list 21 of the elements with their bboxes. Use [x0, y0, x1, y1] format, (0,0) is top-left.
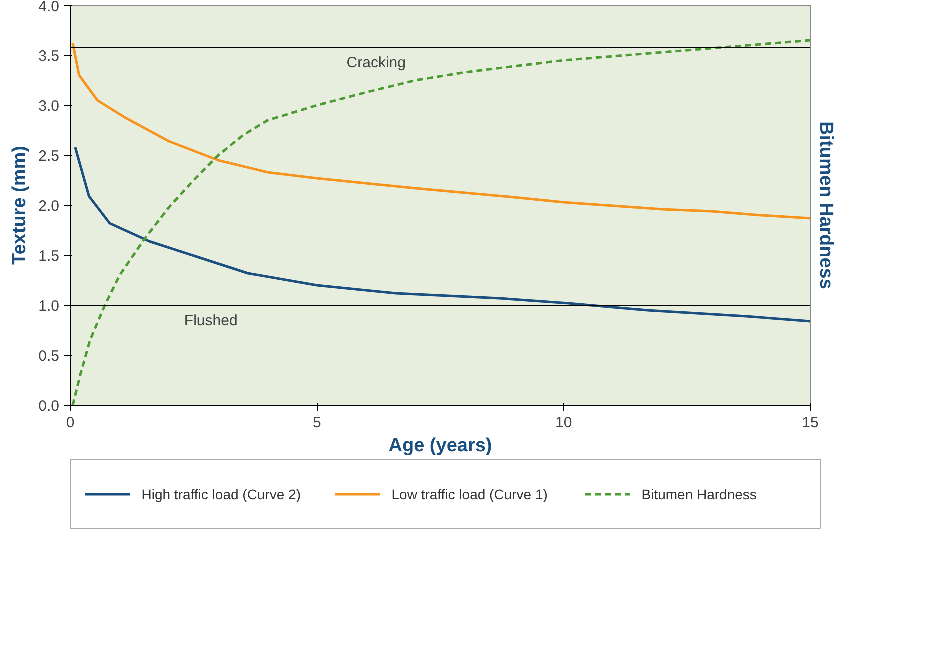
ref-line-label: Cracking	[346, 54, 406, 72]
y-tick-label: 1.0	[38, 298, 60, 315]
y-tick-label: 3.0	[38, 98, 60, 115]
x-axis-title: Age (years)	[388, 436, 492, 456]
y-tick-label: 3.5	[38, 48, 60, 65]
legend-label: Bitumen Hardness	[642, 486, 757, 502]
x-tick-label: 5	[312, 414, 322, 432]
x-tick-label: 15	[802, 414, 819, 432]
y-tick-label: 2.5	[38, 148, 60, 165]
y-axis-title: Texture (mm)	[10, 146, 31, 265]
legend-label: High traffic load (Curve 2)	[142, 486, 301, 502]
y-tick-label: 1.5	[38, 248, 60, 265]
y-tick-label: 0.0	[38, 398, 60, 415]
x-tick-label: 10	[555, 414, 572, 432]
y-tick-label: 0.5	[38, 348, 60, 365]
ref-line-label: Flushed	[184, 312, 238, 330]
x-tick-label: 0	[66, 414, 75, 432]
legend-label: Low traffic load (Curve 1)	[392, 486, 548, 502]
y-tick-label: 2.0	[38, 198, 60, 215]
y-tick-label: 4.0	[38, 0, 60, 16]
y2-axis-title: Bitumen Hardness	[816, 122, 836, 290]
